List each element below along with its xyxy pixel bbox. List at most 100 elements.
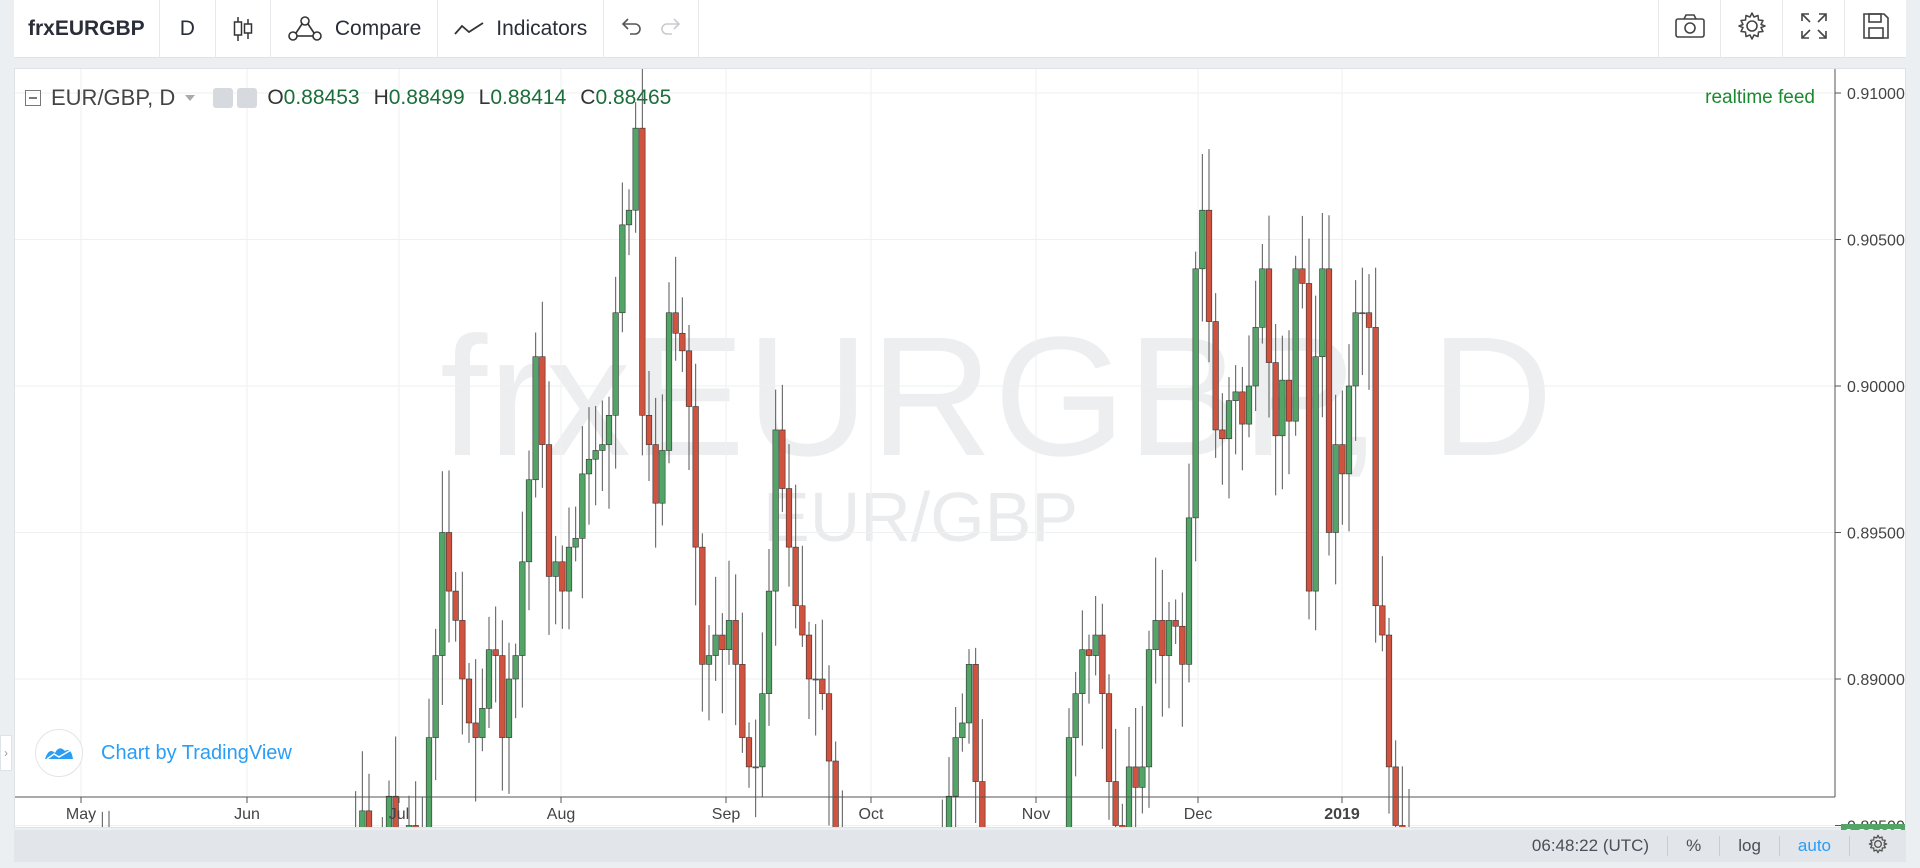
candle-body (1372, 327, 1379, 607)
candle-body (1092, 634, 1099, 656)
candle (1352, 280, 1359, 441)
chevron-right-icon[interactable]: › (0, 735, 12, 771)
chart-properties-button[interactable] (1849, 834, 1906, 856)
collapse-legend-button[interactable] (25, 90, 41, 106)
candle-body (1079, 649, 1086, 694)
candle (1072, 671, 1079, 777)
candle-body (632, 127, 639, 211)
candle-body (819, 678, 826, 694)
log-scale-toggle[interactable]: log (1719, 836, 1779, 856)
candle (805, 621, 813, 720)
fullscreen-button[interactable] (1782, 0, 1844, 58)
candle (1285, 330, 1293, 475)
candle (972, 647, 979, 824)
low-key: L (478, 86, 491, 109)
candle (365, 773, 373, 827)
candle-body (652, 444, 659, 504)
candle (1172, 599, 1179, 645)
candle (825, 665, 833, 826)
attribution-text: Chart by TradingView (101, 741, 292, 764)
candle (1112, 728, 1119, 827)
compare-label: Compare (334, 16, 422, 40)
candle-body (945, 795, 953, 827)
candle (765, 548, 773, 726)
low-value: 0.88414 (490, 86, 567, 109)
time-tick-label: Oct (859, 806, 884, 823)
candle-body (452, 590, 459, 621)
candlestick-chart[interactable]: 0.91000 0.90500 0.90000 0.89500 0.89000 0.885… (15, 69, 1905, 827)
candle (679, 297, 686, 372)
candle-body (1292, 268, 1299, 422)
snapshot-button[interactable] (1658, 0, 1720, 58)
candle (1145, 630, 1153, 808)
candle-body (579, 473, 586, 539)
candle-body (679, 332, 686, 352)
indicators-button[interactable]: Indicators (438, 0, 605, 58)
auto-scale-toggle[interactable]: auto (1778, 836, 1849, 856)
candle (792, 484, 799, 629)
gear-icon[interactable] (237, 88, 258, 108)
candle (672, 256, 679, 361)
candle (519, 511, 526, 708)
undo-icon[interactable] (620, 17, 642, 41)
realtime-feed-label: realtime feed (1705, 87, 1815, 108)
save-button[interactable] (1844, 0, 1906, 58)
clock-time[interactable]: 06:48:22 (UTC) (1531, 836, 1650, 855)
time-tick-label: Nov (1022, 806, 1050, 823)
candle (1385, 617, 1393, 814)
chart-panel[interactable]: frxEURGBP, D EUR/GBP 0.91000 0.90500 0.900… (14, 68, 1906, 848)
candle (1139, 706, 1146, 814)
candle-body (752, 766, 759, 769)
candle-body (1339, 444, 1346, 475)
candle (1219, 393, 1226, 485)
candle-body (392, 795, 399, 827)
candle-body (432, 655, 439, 738)
candle (1359, 267, 1366, 376)
chart-style-button[interactable] (216, 0, 271, 58)
time-tick-label: 2019 (1324, 806, 1360, 823)
candle-body (1385, 634, 1393, 768)
candle-body (779, 429, 786, 489)
time-tick-label: Jun (234, 806, 260, 823)
candle-body (1332, 444, 1339, 533)
chevron-down-icon[interactable] (185, 95, 196, 101)
candle-body (1245, 385, 1253, 425)
candle (445, 470, 453, 643)
candle (699, 533, 706, 712)
tradingview-attribution[interactable]: Chart by TradingView (35, 729, 292, 777)
time-tick-label: Jul (389, 806, 409, 823)
candle (465, 662, 473, 743)
close-key: C (580, 86, 596, 109)
candle (1159, 569, 1166, 717)
candle (599, 400, 606, 492)
compare-button[interactable]: Compare (271, 0, 439, 58)
time-axis: May Jun Jul Aug Sep Oct Nov Dec 2019 (15, 796, 1835, 823)
eye-icon[interactable] (213, 88, 234, 108)
price-tick-label: 0.89500 (1847, 526, 1905, 543)
candle (512, 643, 519, 719)
candle-body (1179, 625, 1186, 665)
candle (612, 276, 619, 469)
candle (1279, 335, 1286, 490)
candle (565, 507, 573, 630)
candle (812, 624, 819, 736)
candle-body (772, 429, 779, 592)
symbol-search-button[interactable]: frxEURGBP (14, 0, 160, 58)
candle (525, 450, 533, 611)
redo-icon[interactable] (660, 17, 682, 41)
candle-body (732, 620, 739, 665)
candle-body (499, 655, 506, 738)
candle-body (1072, 693, 1079, 738)
candle (485, 616, 493, 729)
gear-icon (1737, 11, 1767, 46)
candle-body (472, 722, 479, 738)
candle-body (1279, 379, 1286, 437)
candle (1125, 726, 1133, 827)
candle-body (1272, 362, 1279, 437)
settings-button[interactable] (1720, 0, 1782, 58)
interval-button[interactable]: D (160, 0, 216, 58)
candle (405, 795, 413, 827)
candle-body (1219, 429, 1226, 440)
percent-scale-toggle[interactable]: % (1667, 836, 1719, 856)
